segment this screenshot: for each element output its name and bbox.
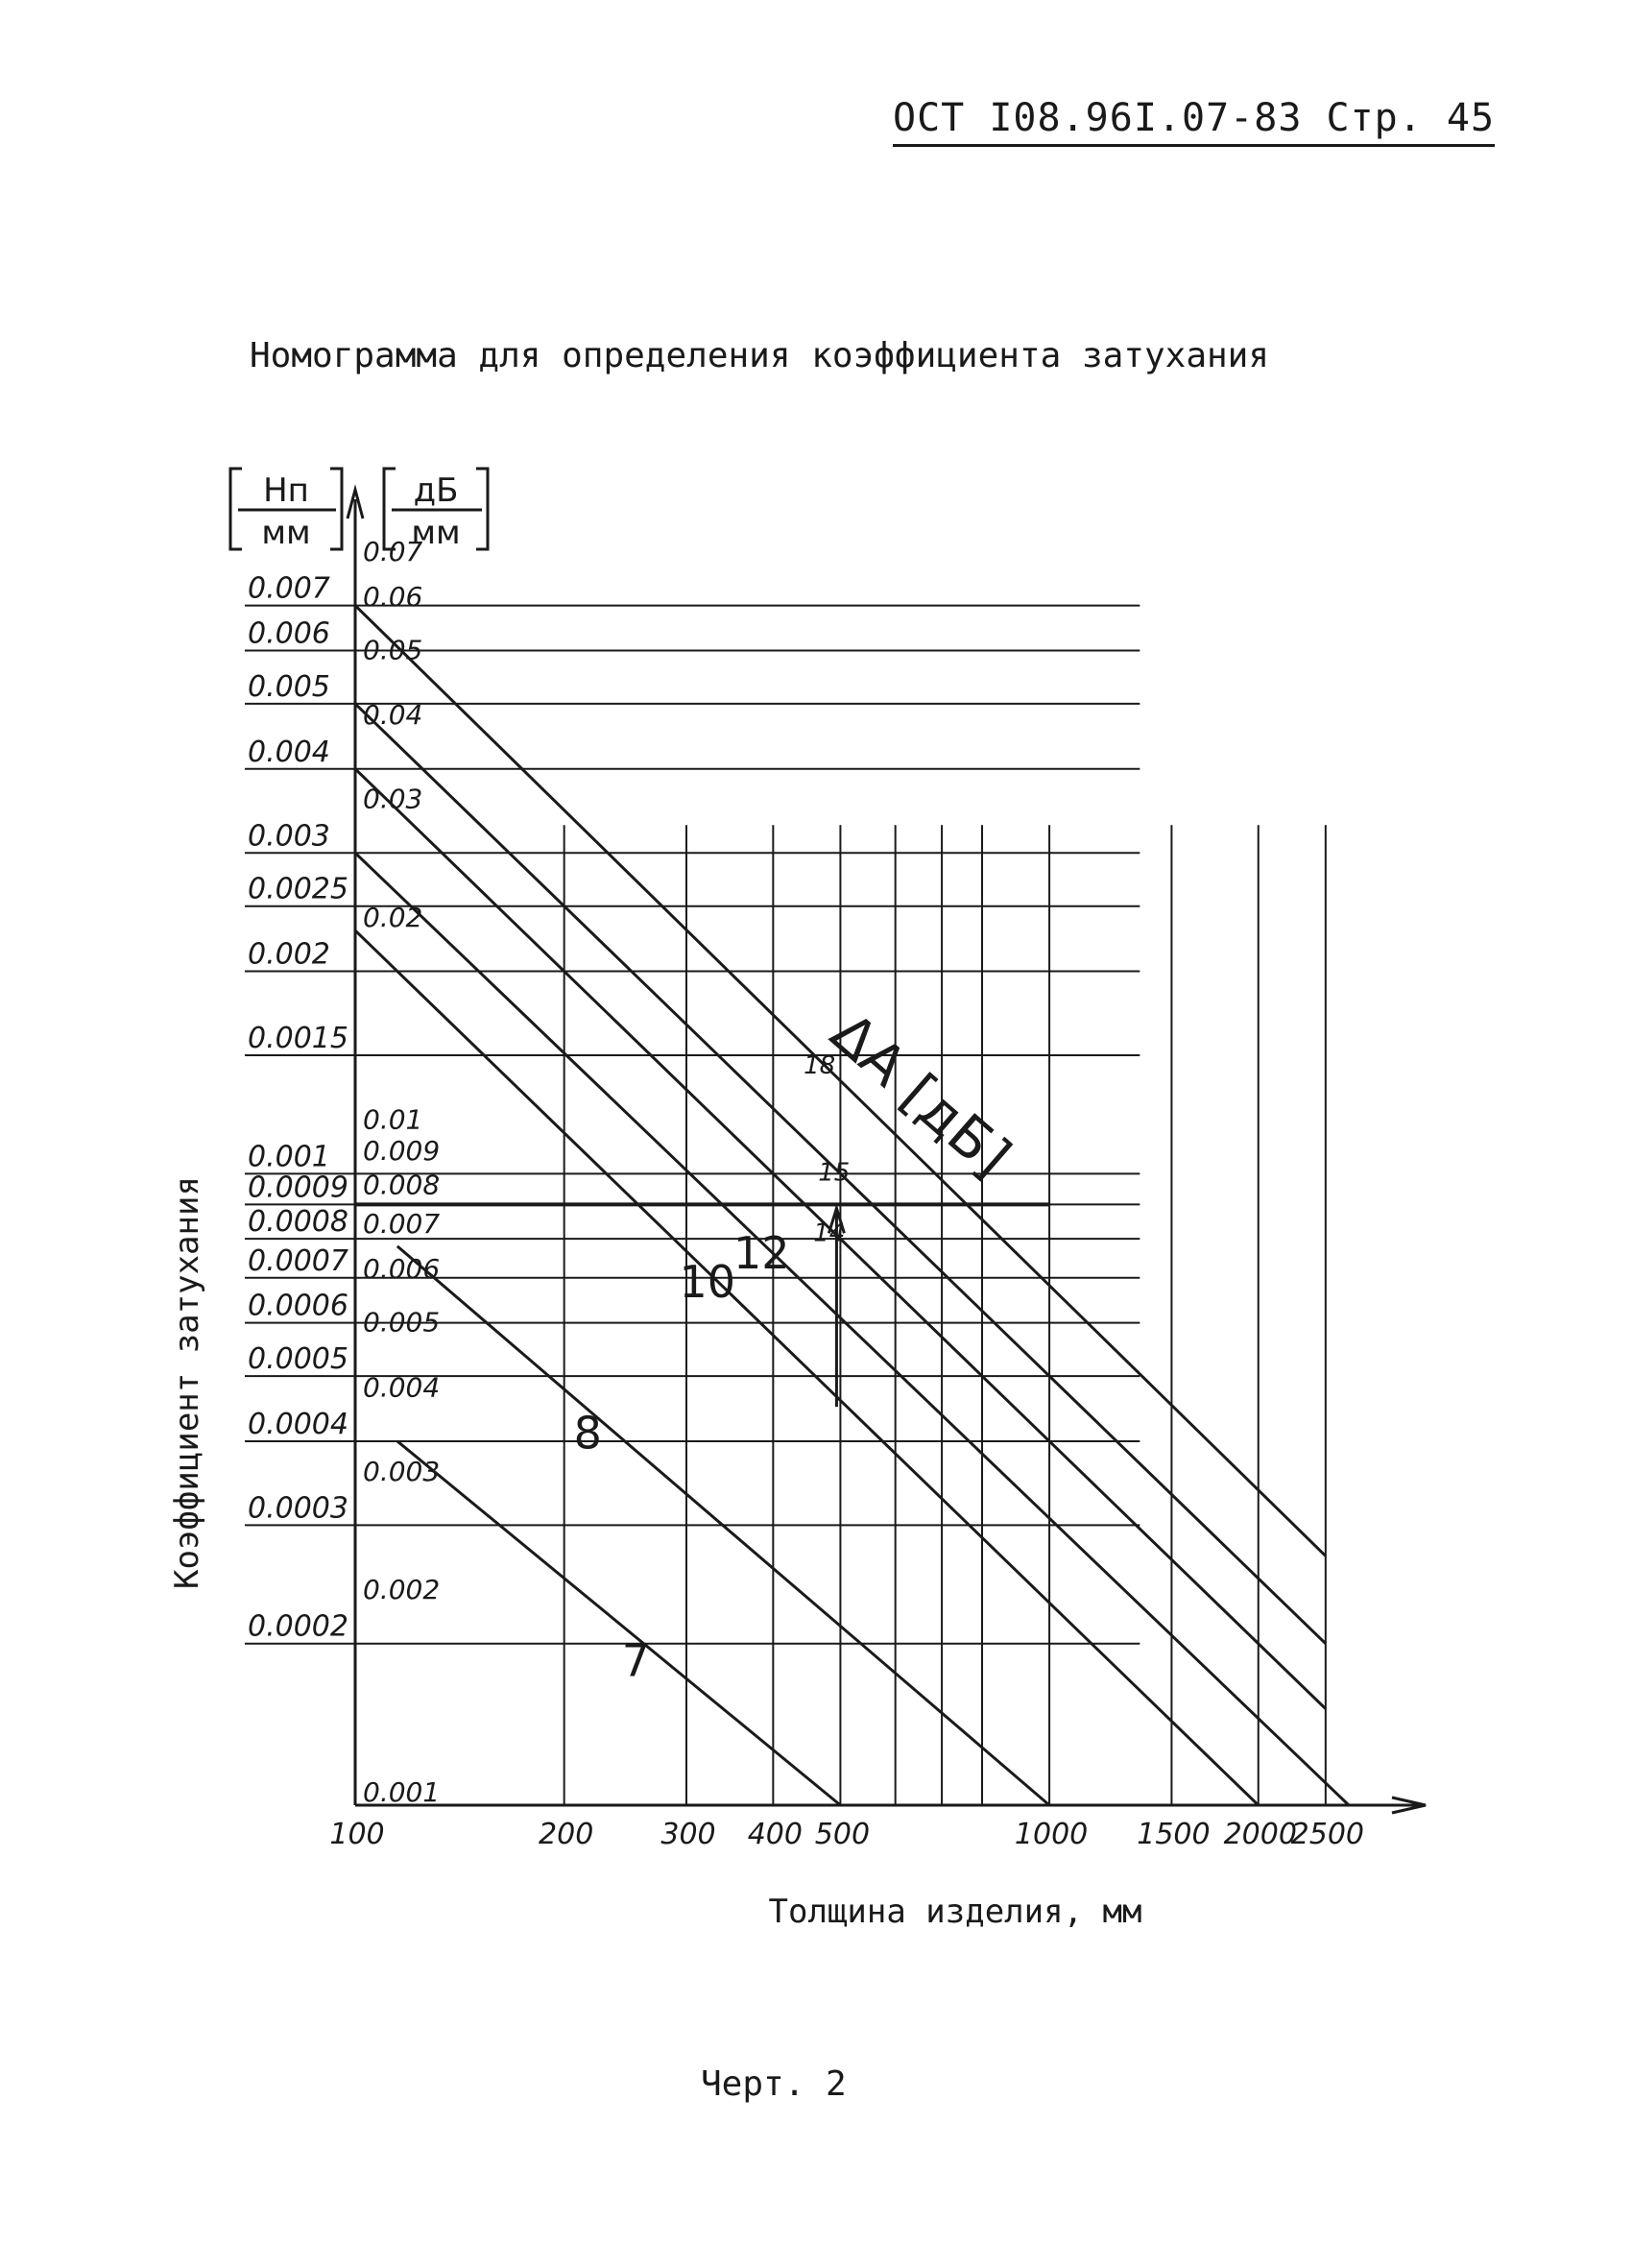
y-unit-db-bottom: мм: [411, 514, 460, 552]
y-tick-np-0.0009: 0.0009: [248, 1170, 348, 1204]
y-tick-db-0.002: 0.002: [363, 1574, 440, 1605]
series-label-14: 14: [813, 1219, 845, 1248]
x-axis-title: Толщина изделия, мм: [769, 1893, 1142, 1931]
y-unit-db-top: дБ: [414, 471, 459, 510]
y-tick-np-0.007: 0.007: [248, 572, 330, 606]
y-axis-title: Коэффициент затухания: [168, 1176, 206, 1589]
x-tick-300: 300: [660, 1818, 715, 1851]
x-tick-2000: 2000: [1224, 1818, 1297, 1851]
x-tick-400: 400: [748, 1818, 803, 1851]
series-label-10: 10: [679, 1256, 735, 1308]
y-tick-db-0.008: 0.008: [363, 1170, 440, 1201]
figure-caption: Черт. 2: [701, 2064, 847, 2104]
y-tick-np-0.0007: 0.0007: [248, 1244, 348, 1278]
y-tick-db-0.06: 0.06: [363, 581, 422, 613]
series-label-12: 12: [733, 1227, 790, 1279]
y-tick-np-0.001: 0.001: [248, 1140, 330, 1173]
y-tick-np-0.002: 0.002: [248, 938, 330, 972]
y-unit-np-bottom: мм: [261, 514, 310, 552]
axes-layer: [346, 484, 1427, 1815]
series-layer: [353, 604, 1351, 1807]
x-tick-1000: 1000: [1015, 1818, 1088, 1851]
y-tick-np-0.0015: 0.0015: [248, 1022, 348, 1055]
series-label-15: 15: [818, 1159, 850, 1188]
y-tick-db-0.003: 0.003: [363, 1456, 440, 1487]
y-tick-np-0.0003: 0.0003: [248, 1491, 348, 1525]
y-tick-db-0.01: 0.01: [363, 1104, 422, 1136]
y-tick-db-0.006: 0.006: [363, 1253, 440, 1285]
y-axis-arrow: [346, 484, 365, 519]
y-tick-np-0.006: 0.006: [248, 616, 330, 650]
series-line-8: [396, 1244, 1051, 1807]
y-tick-db-0.001: 0.001: [363, 1776, 440, 1808]
y-tick-db-0.004: 0.004: [363, 1371, 440, 1403]
series-label-7: 7: [622, 1634, 650, 1686]
series-line-7: [396, 1439, 842, 1807]
y-tick-np-0.004: 0.004: [248, 736, 330, 769]
y-tick-db-0.04: 0.04: [363, 699, 422, 731]
x-tick-500: 500: [815, 1818, 870, 1851]
example-reading-arrowhead: [827, 1203, 846, 1234]
y-unit-np-top: Нп: [263, 471, 309, 510]
x-axis-arrow: [1391, 1796, 1427, 1815]
y-tick-np-0.0025: 0.0025: [248, 873, 348, 906]
x-tick-100: 100: [329, 1818, 384, 1851]
y-tick-db-0.005: 0.005: [363, 1306, 440, 1338]
y-tick-np-0.0005: 0.0005: [248, 1342, 348, 1376]
y-tick-db-0.009: 0.009: [363, 1135, 440, 1167]
series-line-14: [353, 767, 1327, 1710]
y-tick-np-0.0004: 0.0004: [248, 1408, 348, 1441]
y-tick-np-0.005: 0.005: [248, 670, 330, 704]
y-unit-np: Нп мм: [228, 467, 344, 552]
y-tick-db-0.03: 0.03: [363, 784, 422, 815]
series-line-15: [353, 702, 1327, 1645]
chart-title: Номограмма для определения коэффициента …: [250, 336, 1270, 375]
y-tick-db-0.05: 0.05: [363, 634, 422, 665]
series-line-18: [353, 604, 1327, 1557]
series-line-10: [353, 929, 1260, 1807]
document-header: ОСТ I08.96I.07-83 Стр. 45: [893, 96, 1496, 147]
y-tick-db-0.02: 0.02: [363, 902, 422, 933]
series-label-18: 18: [804, 1051, 835, 1080]
series-label-8: 8: [574, 1408, 602, 1460]
y-tick-np-0.0006: 0.0006: [248, 1290, 348, 1323]
labels-layer: 0.007 0.006 0.005 0.004 0.003 0.0025 0.002 0.00…: [245, 536, 1364, 1851]
y-tick-np-0.003: 0.003: [248, 819, 330, 853]
x-tick-2500: 2500: [1291, 1818, 1364, 1851]
y-tick-db-0.007: 0.007: [363, 1208, 440, 1240]
y-tick-db-0.07: 0.07: [363, 536, 423, 567]
series-line-12: [353, 852, 1351, 1807]
x-tick-200: 200: [539, 1818, 593, 1851]
y-tick-np-0.0002: 0.0002: [248, 1610, 348, 1644]
x-tick-1500: 1500: [1137, 1818, 1210, 1851]
y-tick-np-0.0008: 0.0008: [248, 1205, 348, 1239]
y-unit-db: дБ мм: [382, 467, 490, 552]
